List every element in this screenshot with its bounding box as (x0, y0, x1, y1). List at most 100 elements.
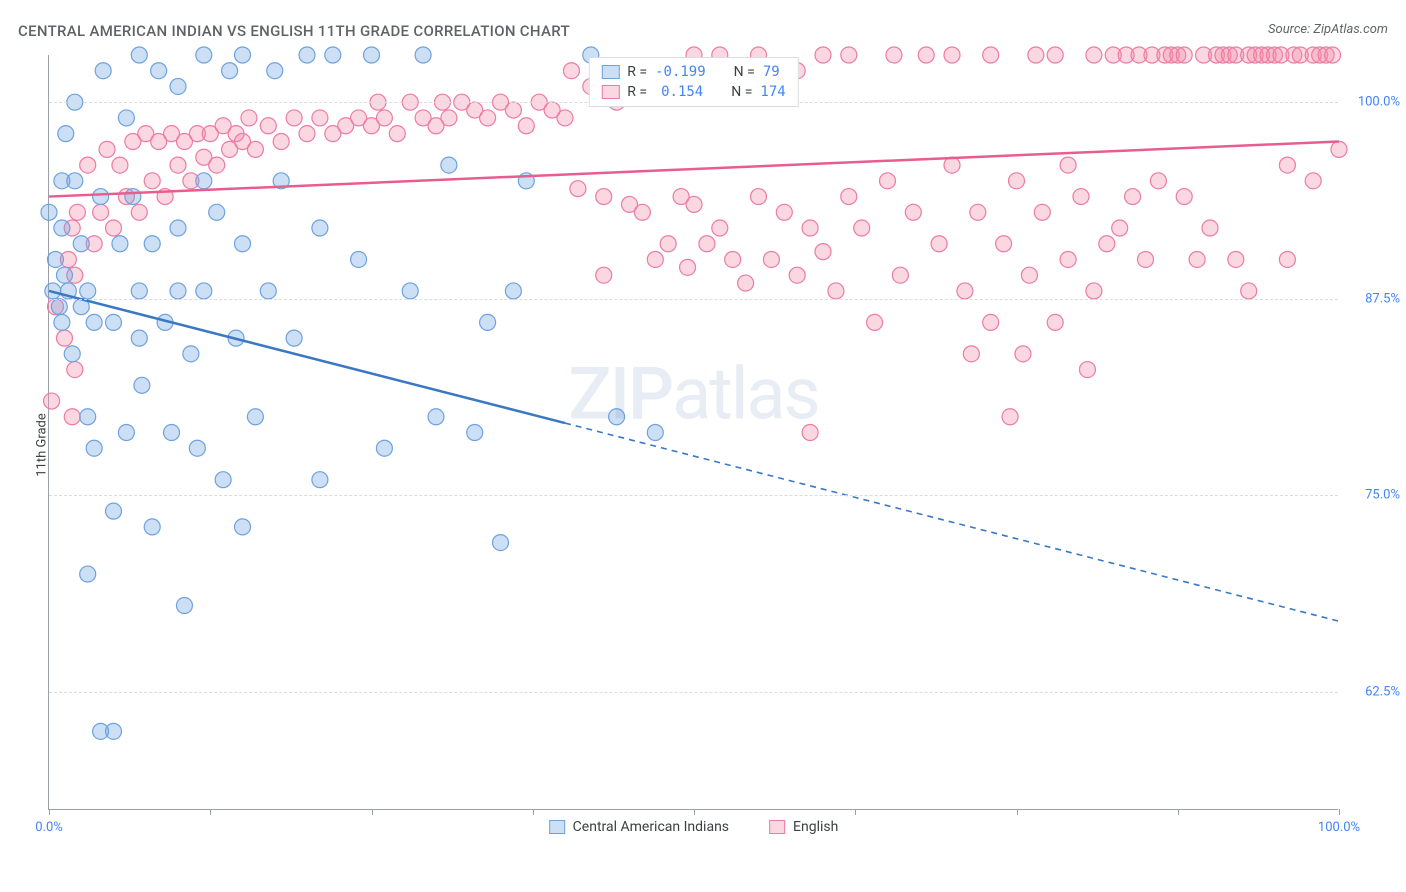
scatter-point (95, 63, 111, 79)
scatter-point (751, 189, 767, 205)
scatter-point (596, 267, 612, 283)
scatter-point (1202, 220, 1218, 236)
n-label-1: N = (734, 64, 755, 80)
scatter-point (1073, 189, 1089, 205)
scatter-point (235, 519, 251, 535)
scatter-point (802, 220, 818, 236)
scatter-point (86, 440, 102, 456)
scatter-point (144, 236, 160, 252)
scatter-point (189, 440, 205, 456)
chart-title: CENTRAL AMERICAN INDIAN VS ENGLISH 11TH … (18, 22, 570, 40)
scatter-point (402, 283, 418, 299)
scatter-point (505, 283, 521, 299)
scatter-point (118, 110, 134, 126)
r-label-1: R = (627, 64, 647, 80)
scatter-point (1086, 47, 1102, 63)
scatter-point (69, 204, 85, 220)
scatter-point (738, 275, 754, 291)
n-label-2: N = (731, 84, 752, 100)
scatter-point (170, 283, 186, 299)
scatter-point (80, 409, 96, 425)
scatter-point (176, 598, 192, 614)
scatter-point (56, 330, 72, 346)
legend-stats: R = -0.199 N = 79 R = 0.154 N = 174 (588, 57, 798, 107)
chart-container: 11th Grade R = -0.199 N = 79 R = 0.154 N… (48, 55, 1388, 835)
scatter-point (134, 377, 150, 393)
scatter-point (441, 110, 457, 126)
x-tick (1339, 809, 1340, 815)
scatter-point (80, 157, 96, 173)
scatter-point (1079, 362, 1095, 378)
scatter-point (841, 47, 857, 63)
scatter-point (106, 220, 122, 236)
scatter-point (957, 283, 973, 299)
legend-sq-blue (549, 820, 565, 834)
scatter-point (170, 157, 186, 173)
scatter-point (47, 251, 63, 267)
scatter-point (996, 236, 1012, 252)
scatter-point (131, 204, 147, 220)
scatter-point (493, 535, 509, 551)
scatter-point (106, 314, 122, 330)
scatter-point (44, 393, 60, 409)
scatter-point (299, 126, 315, 142)
scatter-point (1331, 141, 1347, 157)
scatter-point (286, 110, 302, 126)
scatter-point (325, 47, 341, 63)
y-tick-label: 100.0% (1358, 95, 1400, 110)
legend-row-series2: R = 0.154 N = 174 (601, 82, 785, 102)
scatter-point (73, 236, 89, 252)
scatter-point (376, 440, 392, 456)
scatter-point (235, 47, 251, 63)
scatter-point (247, 141, 263, 157)
legend-label-1: Central American Indians (573, 819, 729, 835)
scatter-point (1034, 204, 1050, 220)
scatter-point (557, 110, 573, 126)
scatter-point (267, 63, 283, 79)
x-tick (210, 809, 211, 815)
scatter-point (170, 78, 186, 94)
scatter-point (235, 236, 251, 252)
scatter-point (260, 283, 276, 299)
scatter-point (241, 110, 257, 126)
scatter-point (183, 346, 199, 362)
scatter-point (841, 189, 857, 205)
scatter-point (131, 47, 147, 63)
scatter-point (215, 472, 231, 488)
scatter-point (647, 425, 663, 441)
regression-line (49, 291, 565, 423)
scatter-point (1176, 189, 1192, 205)
scatter-point (67, 173, 83, 189)
legend-bottom: Central American Indians English (549, 819, 839, 835)
scatter-point (1279, 251, 1295, 267)
scatter-point (80, 283, 96, 299)
scatter-point (51, 299, 67, 315)
scatter-point (505, 102, 521, 118)
scatter-point (93, 189, 109, 205)
scatter-point (1021, 267, 1037, 283)
scatter-point (634, 204, 650, 220)
scatter-point (828, 283, 844, 299)
scatter-point (112, 236, 128, 252)
scatter-point (570, 181, 586, 197)
scatter-point (596, 189, 612, 205)
scatter-point (1279, 157, 1295, 173)
scatter-point (209, 157, 225, 173)
scatter-point (170, 220, 186, 236)
scatter-point (131, 330, 147, 346)
scatter-point (151, 63, 167, 79)
scatter-point (699, 236, 715, 252)
scatter-point (41, 204, 57, 220)
x-tick-label: 0.0% (35, 820, 63, 835)
plot-area: R = -0.199 N = 79 R = 0.154 N = 174 ZIPa… (48, 55, 1338, 810)
scatter-point (312, 472, 328, 488)
scatter-point (1150, 173, 1166, 189)
scatter-point (905, 204, 921, 220)
y-tick-label: 62.5% (1365, 685, 1400, 700)
scatter-point (1028, 47, 1044, 63)
legend-item-series1: Central American Indians (549, 819, 729, 835)
scatter-point (1047, 314, 1063, 330)
scatter-point (80, 566, 96, 582)
scatter-point (1125, 189, 1141, 205)
scatter-point (351, 251, 367, 267)
